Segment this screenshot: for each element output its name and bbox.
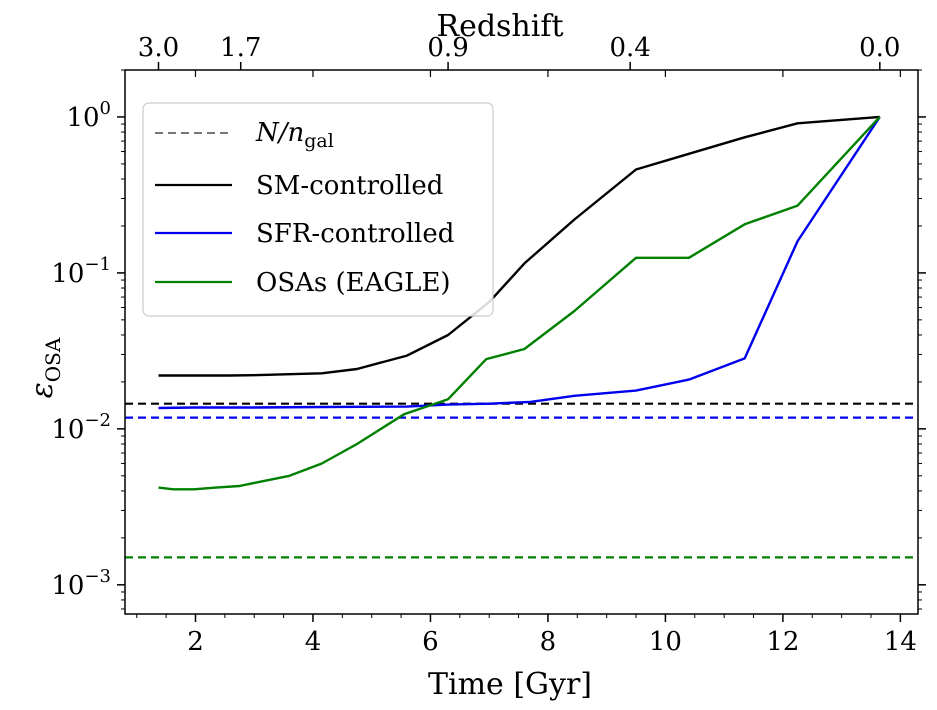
x-tick-label-4: 10 [649,627,682,657]
y-tick-label-exponent: −1 [84,254,111,275]
x-tick-label-3: 8 [540,627,557,657]
x-tick-label-1: 4 [305,627,322,657]
legend-label-osa: OSAs (EAGLE) [256,268,451,298]
legend-label-sm: SM-controlled [256,171,443,201]
legend-box [142,102,494,317]
reference-lines [125,402,918,559]
y-tick-label-base: 10 [66,103,99,133]
series-line-sm-controlled [158,115,880,377]
y-tick-label-2: 10−1 [51,254,111,289]
y-tick-label-1: 10−2 [51,410,111,445]
top-axis-title: Redshift [436,9,563,44]
series-group [158,115,881,491]
svg-text:εOSA: εOSA [25,337,65,398]
x-axis-title: Time [Gyr] [428,667,592,702]
plot-frame [124,69,919,615]
y-tick-label-0: 10−3 [51,566,111,601]
series-line-osas-eagle [158,116,881,491]
series-line-sfr-controlled [158,116,881,410]
x-tick-label-5: 12 [766,627,799,657]
y-tick-label-3: 100 [66,98,111,133]
y-tick-label-base: 10 [51,571,84,601]
y-tick-label-base: 10 [51,415,84,445]
legend-label-sfr: SFR-controlled [256,219,454,249]
x-tick-label-6: 14 [884,627,917,657]
top-tick-label-2: 0.9 [427,33,468,63]
legend-label-ngal: N/ngal [255,118,334,152]
y-axis-title-main: ε [25,382,60,398]
x-tick-label-0: 2 [187,627,204,657]
top-tick-label-0: 3.0 [138,33,179,63]
legend-label-ngal-main: N/n [255,118,304,148]
top-tick-label-3: 0.4 [609,33,650,63]
y-axis-title-sub: OSA [41,337,65,382]
legend: N/ngal SM-controlled SFR-controlled OSAs… [142,102,494,317]
top-tick-label-4: 0.0 [859,33,900,63]
legend-label-ngal-sub: gal [304,130,334,152]
top-tick-label-1: 1.7 [220,33,261,63]
y-tick-label-exponent: −3 [84,566,111,587]
y-axis-title: εOSA [25,337,65,398]
y-tick-label-base: 10 [51,259,84,289]
x-tick-label-2: 6 [422,627,439,657]
y-tick-label-exponent: 0 [100,98,111,119]
y-tick-label-exponent: −2 [84,410,111,431]
